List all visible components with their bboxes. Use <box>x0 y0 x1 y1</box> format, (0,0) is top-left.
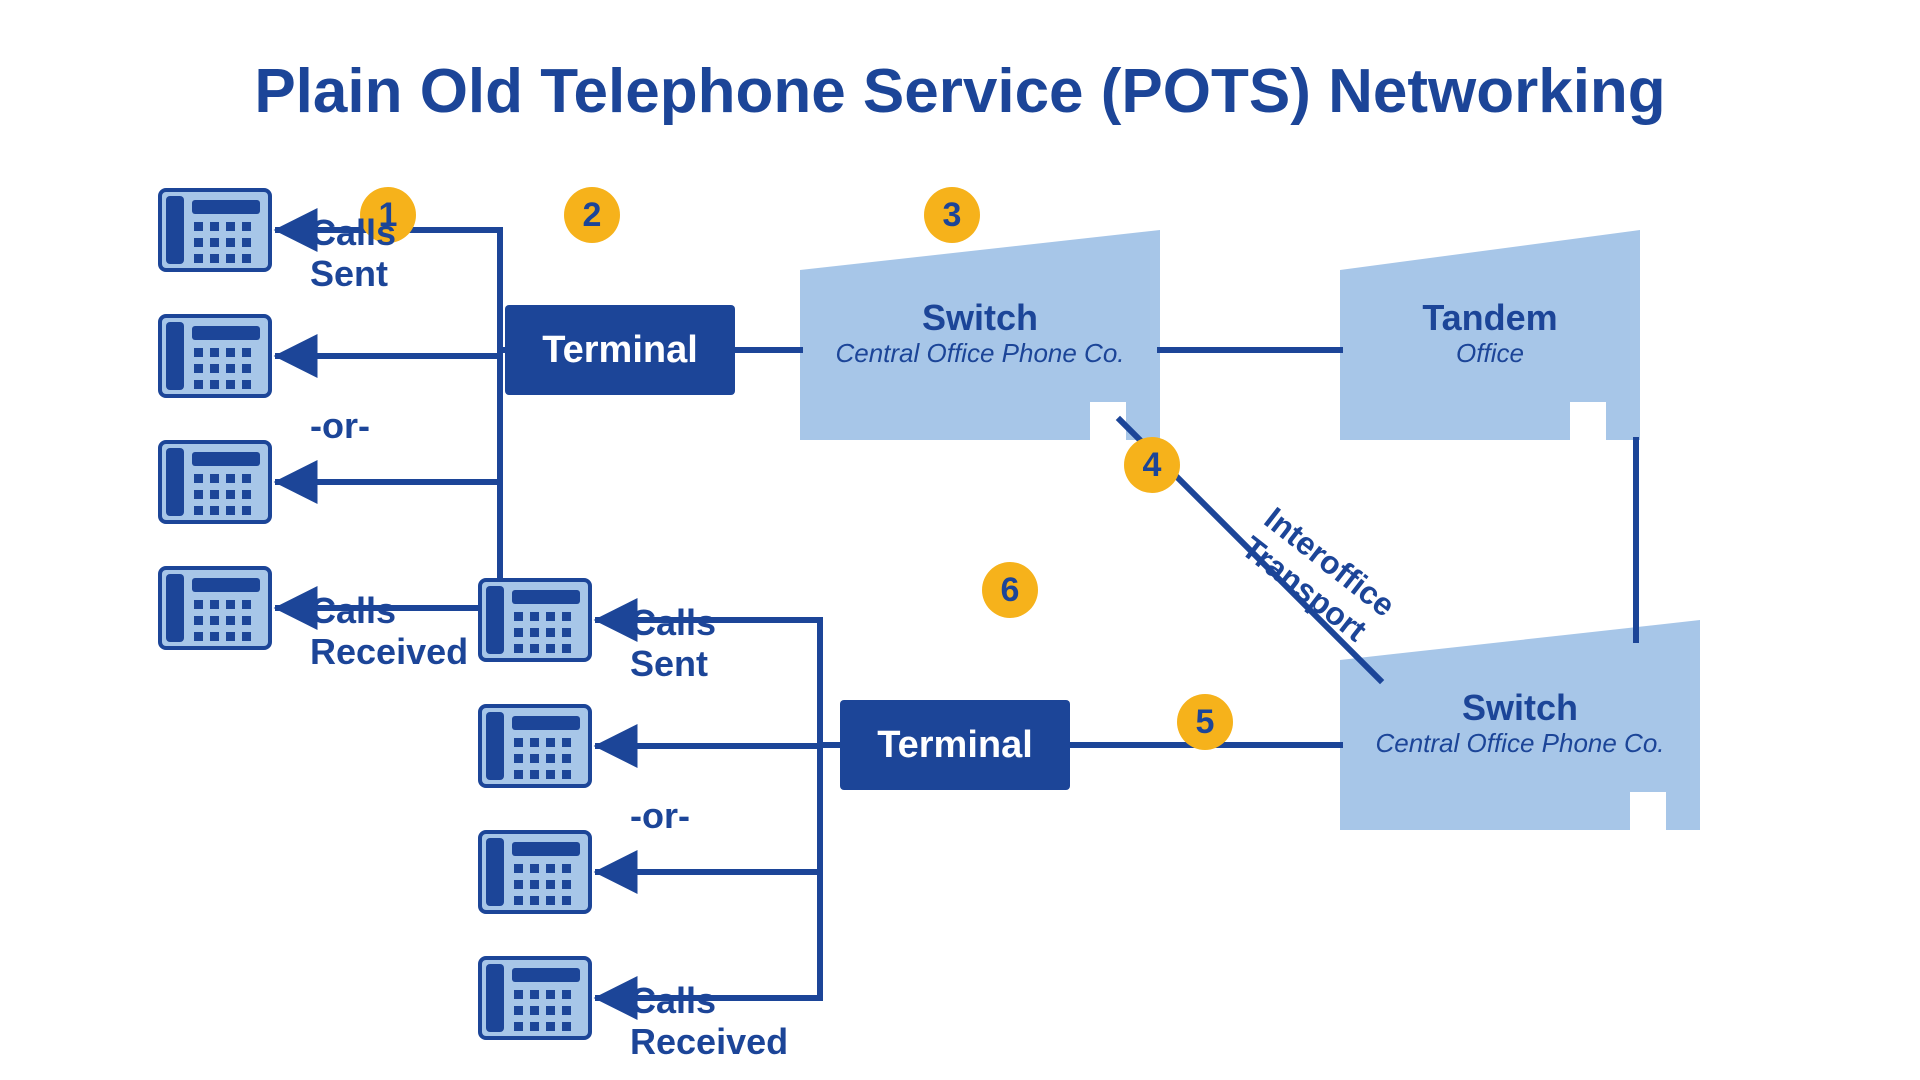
terminal-box-2: Terminal <box>840 700 1070 790</box>
step-badge-3: 3 <box>924 187 980 243</box>
step-badge-4: 4 <box>1124 437 1180 493</box>
switch2-title: Switch <box>1340 687 1700 728</box>
switch1-title: Switch <box>800 297 1160 338</box>
terminal-2-label: Terminal <box>877 724 1033 767</box>
phone-group-label: Calls Received <box>310 590 468 673</box>
tandem-title: Tandem <box>1340 297 1640 338</box>
step-badge-5: 5 <box>1177 694 1233 750</box>
terminal-1-label: Terminal <box>542 329 698 372</box>
phone-group-label: Calls Sent <box>310 212 396 295</box>
connector-lines <box>0 0 1920 1080</box>
switch2-subtitle: Central Office Phone Co. <box>1340 729 1700 759</box>
switch1-subtitle: Central Office Phone Co. <box>800 339 1160 369</box>
step-badge-2: 2 <box>564 187 620 243</box>
phone-group-label: Calls Received <box>630 980 788 1063</box>
diagram-title: Plain Old Telephone Service (POTS) Netwo… <box>0 56 1920 127</box>
step-badge-6: 6 <box>982 562 1038 618</box>
phone-group-label: Calls Sent <box>630 602 716 685</box>
tandem-subtitle: Office <box>1340 339 1640 369</box>
phone-group-label: -or- <box>310 405 370 446</box>
interoffice-transport-label: Interoffice Transport <box>1235 500 1402 653</box>
terminal-box-1: Terminal <box>505 305 735 395</box>
phone-group-label: -or- <box>630 795 690 836</box>
